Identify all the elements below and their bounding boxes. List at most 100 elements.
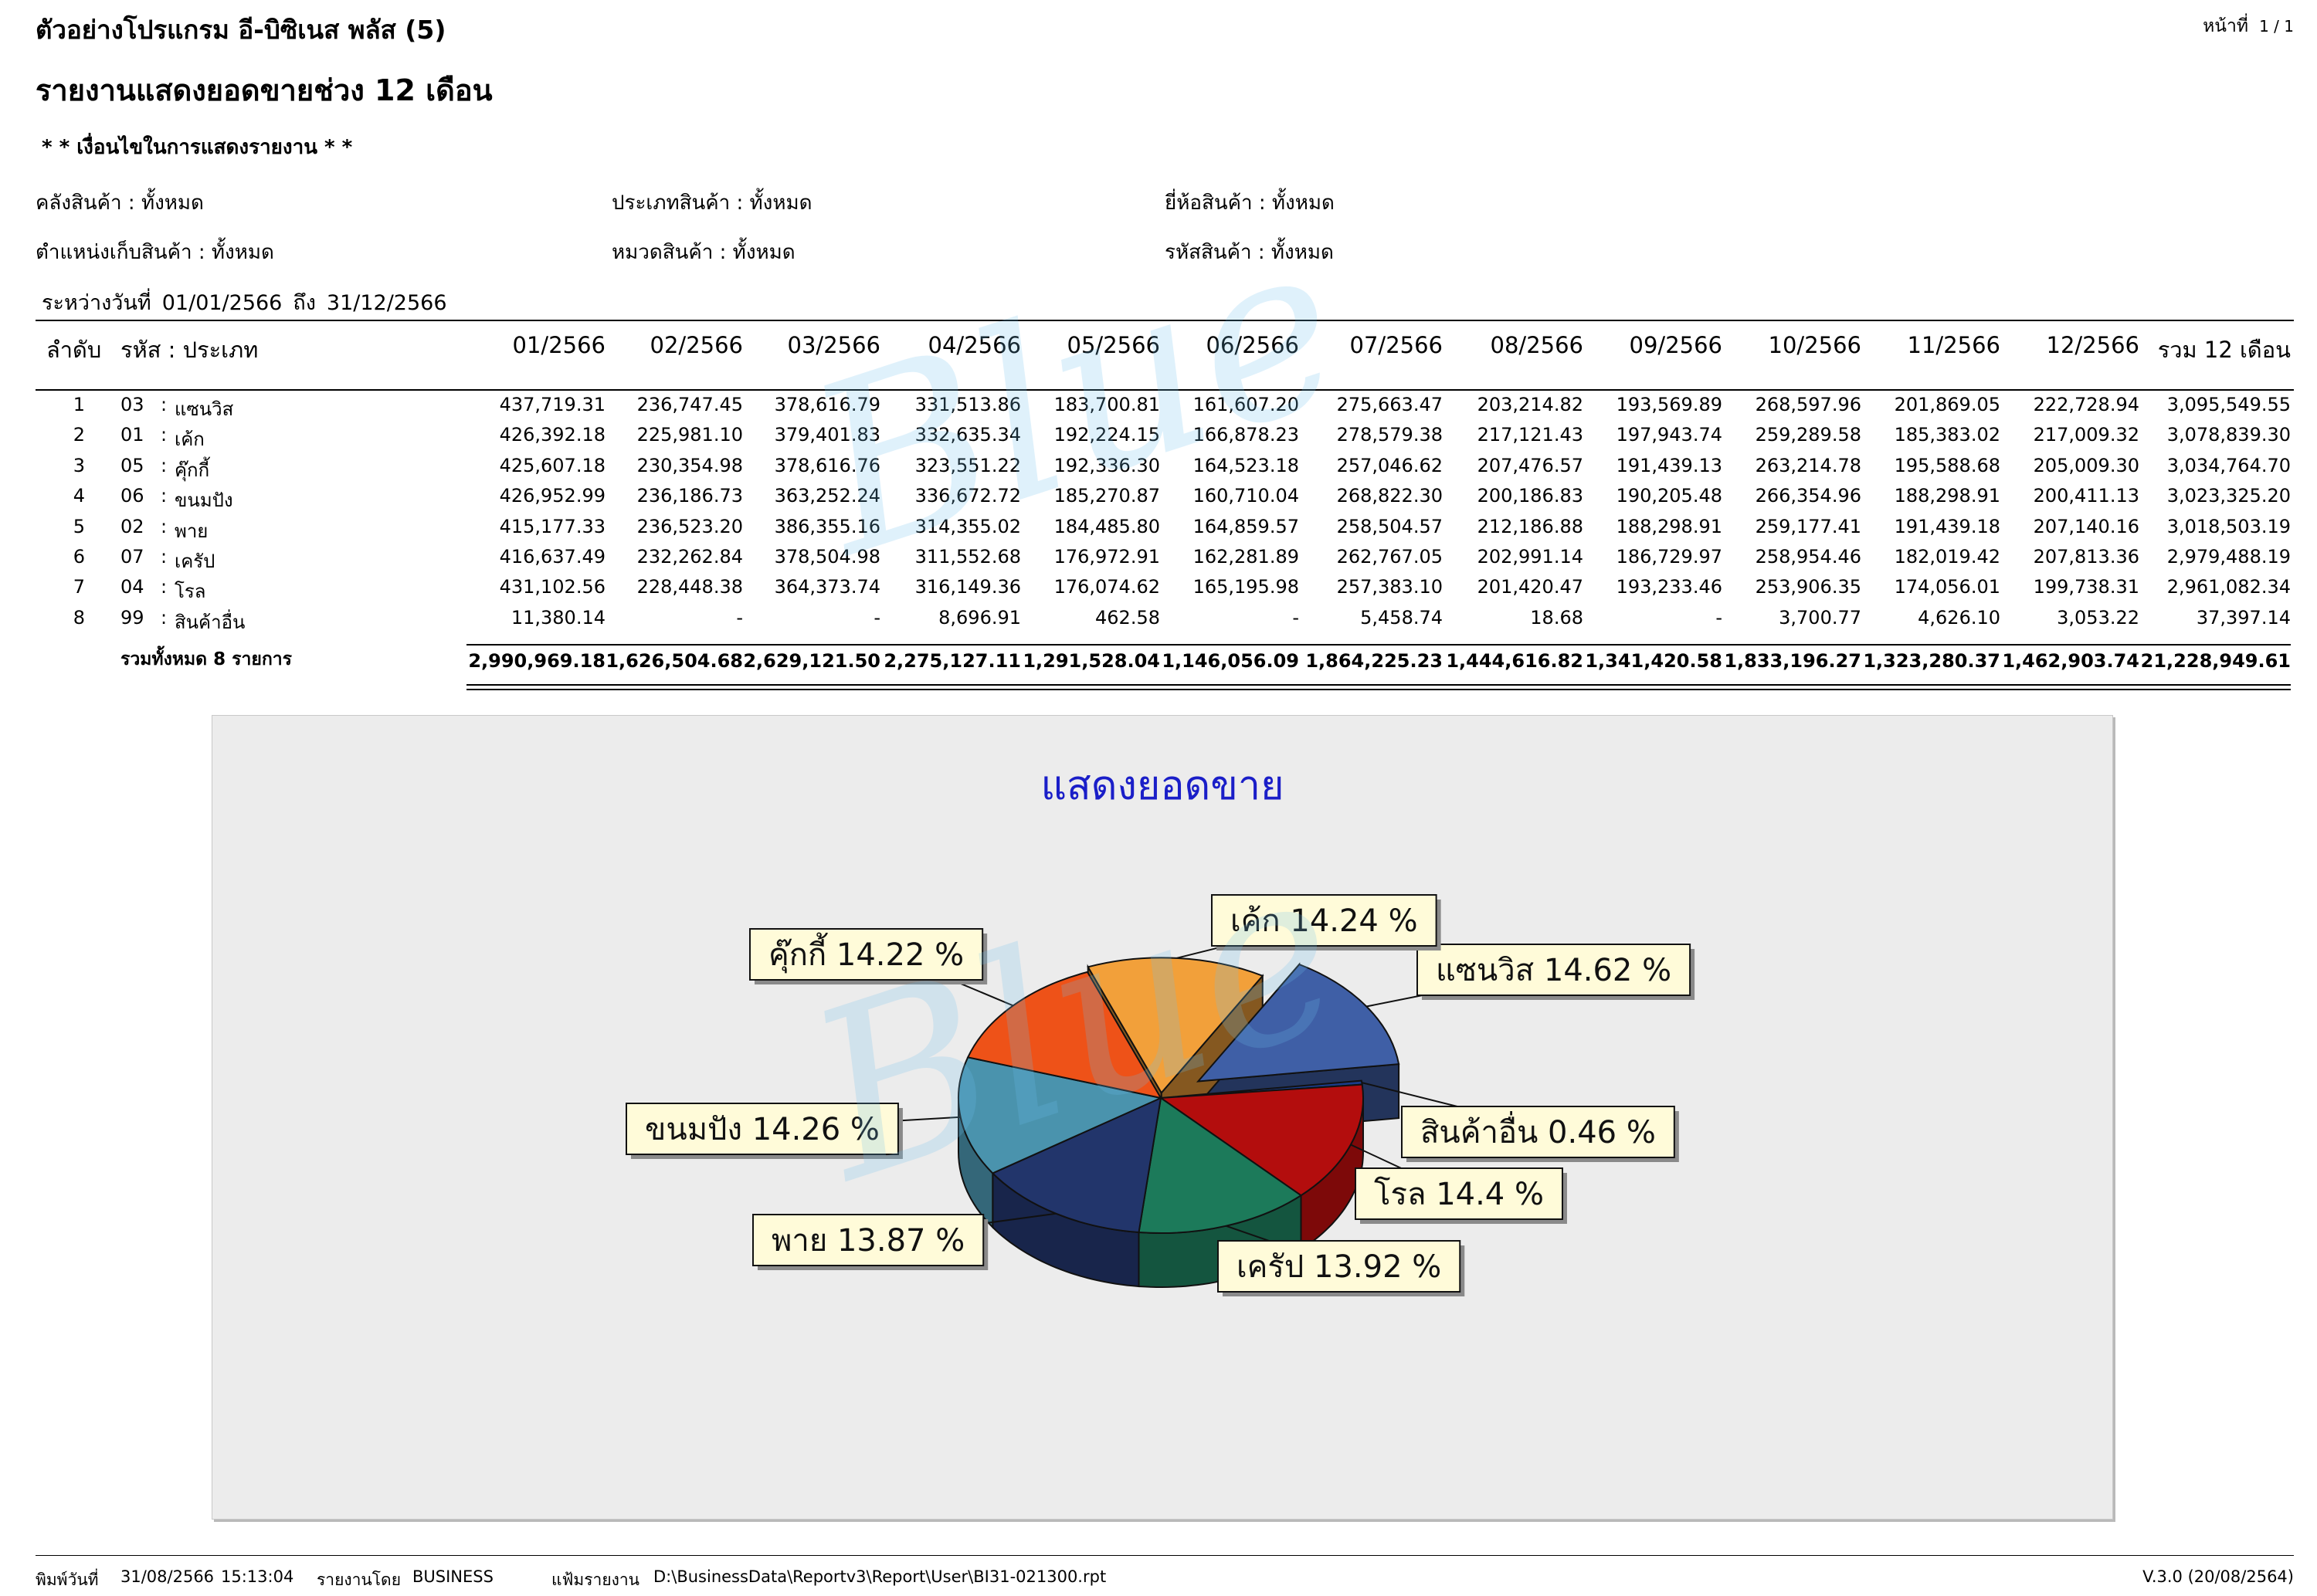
row-month-value: 431,102.56 xyxy=(499,576,606,598)
row-total: 3,078,839.30 xyxy=(2166,424,2291,446)
row-name: โรล xyxy=(175,581,206,603)
filter-brand: ยี่ห้อสินค้า : ทั้งหมด xyxy=(1165,191,1335,215)
row-month-value: 166,878.23 xyxy=(1192,424,1299,446)
filter-location: ตำแหน่งเก็บสินค้า : ทั้งหมด xyxy=(36,241,274,264)
row-number: 8 xyxy=(73,606,85,629)
row-month-value: 183,700.81 xyxy=(1053,394,1160,415)
row-code: 03 xyxy=(120,394,144,415)
row-month-value: 378,616.79 xyxy=(774,394,880,415)
row-month-value: 207,813.36 xyxy=(2033,546,2139,568)
date-from: 01/01/2566 xyxy=(161,291,283,315)
row-month-value: 190,205.48 xyxy=(1616,485,1722,507)
row-month-value: 207,140.16 xyxy=(2033,515,2139,537)
row-separator: : xyxy=(161,394,168,415)
pie-slice xyxy=(958,1056,1164,1174)
row-number: 6 xyxy=(73,546,85,568)
row-month-value: 182,019.42 xyxy=(1894,546,2000,568)
total-month-value: 1,146,056.09 xyxy=(1162,650,1299,672)
column-header-month: 08/2566 xyxy=(1490,332,1583,358)
pie-label-box xyxy=(749,928,984,981)
column-header-month: 10/2566 xyxy=(1768,332,1861,358)
row-total: 2,979,488.19 xyxy=(2166,546,2291,568)
row-month-value: 232,262.84 xyxy=(636,546,743,568)
row-total: 37,397.14 xyxy=(2196,606,2291,629)
total-month-value: 1,444,616.82 xyxy=(1446,650,1583,672)
column-header-month: 01/2566 xyxy=(512,332,606,358)
conditions-heading: * * เงื่อนไขในการแสดงรายงาน * * xyxy=(42,136,353,159)
row-month-value: 160,710.04 xyxy=(1192,485,1299,507)
row-name: คุ๊กกี้ xyxy=(175,459,210,481)
row-separator: : xyxy=(161,485,168,507)
row-month-value: 176,074.62 xyxy=(1053,576,1160,598)
pie-slice-label: เค้ก 14.24 % xyxy=(1230,903,1418,939)
date-range-label: ระหว่างวันที่ xyxy=(42,291,151,315)
row-month-value: 332,635.34 xyxy=(914,424,1021,446)
pie-slice-label: พาย 13.87 % xyxy=(772,1223,965,1259)
total-month-value: 1,341,420.58 xyxy=(1585,650,1722,672)
row-month-value: 253,906.35 xyxy=(1755,576,1861,598)
row-month-value: 4,626.10 xyxy=(1918,606,2000,629)
row-month-value: 193,233.46 xyxy=(1616,576,1722,598)
column-header-month: 05/2566 xyxy=(1067,332,1160,358)
chart-title: แสดงยอดขาย xyxy=(1040,763,1284,809)
row-code: 07 xyxy=(120,546,144,568)
row-month-value: 266,354.96 xyxy=(1755,485,1861,507)
pie-label-box xyxy=(1355,1167,1563,1220)
row-month-value: 217,121.43 xyxy=(1477,424,1583,446)
row-month-value: 236,523.20 xyxy=(636,515,743,537)
row-month-value: 203,214.82 xyxy=(1477,394,1583,415)
row-month-value: 222,728.94 xyxy=(2033,394,2139,415)
row-month-value: 217,009.32 xyxy=(2033,424,2139,446)
row-name: สินค้าอื่น xyxy=(175,611,246,633)
row-month-value: 11,380.14 xyxy=(511,606,606,629)
column-header-code: รหัส : ประเภท xyxy=(120,337,259,363)
pie-chart: แซนวิส 14.62 % สินค้าอื่น 0.46 % โรล 14.4 … xyxy=(626,894,1695,1296)
row-name: ขนมปัง xyxy=(175,490,233,512)
row-month-value: 379,401.83 xyxy=(774,424,880,446)
filter-product-code: รหัสสินค้า : ทั้งหมด xyxy=(1165,241,1334,264)
table-top-rule xyxy=(36,320,2294,321)
row-month-value: 263,214.78 xyxy=(1755,454,1861,476)
print-time: 15:13:04 xyxy=(221,1567,294,1586)
row-month-value: 426,392.18 xyxy=(499,424,606,446)
version: V.3.0 (20/08/2564) xyxy=(2142,1567,2294,1586)
footer-rule xyxy=(36,1555,2294,1556)
pie-label-box xyxy=(1217,1240,1461,1293)
row-month-value: 202,991.14 xyxy=(1477,546,1583,568)
pie-slice-label: ขนมปัง 14.26 % xyxy=(645,1112,880,1147)
row-month-value: 164,523.18 xyxy=(1192,454,1299,476)
row-month-value: 437,719.31 xyxy=(499,394,606,415)
row-month-value: 201,420.47 xyxy=(1477,576,1583,598)
pie-label-box xyxy=(1416,944,1691,996)
row-month-value: 236,186.73 xyxy=(636,485,743,507)
total-month-value: 1,833,196.27 xyxy=(1724,650,1861,672)
total-month-value: 1,291,528.04 xyxy=(1023,650,1160,672)
row-month-value: 228,448.38 xyxy=(636,576,743,598)
row-month-value: 275,663.47 xyxy=(1336,394,1443,415)
row-month-value: 336,672.72 xyxy=(914,485,1021,507)
row-month-value: 205,009.30 xyxy=(2033,454,2139,476)
row-code: 04 xyxy=(120,576,144,598)
report-file-label: แฟ้มรายงาน xyxy=(551,1571,640,1589)
row-total: 3,034,764.70 xyxy=(2166,454,2291,476)
print-date-label: พิมพ์วันที่ xyxy=(36,1571,99,1589)
pie-slice-label: แซนวิส 14.62 % xyxy=(1436,953,1671,988)
row-month-value: 268,597.96 xyxy=(1755,394,1861,415)
row-month-value: 188,298.91 xyxy=(1616,515,1722,537)
row-code: 06 xyxy=(120,485,144,507)
company-name: ตัวอย่างโปรแกรม อี-บิซิเนส พลัส (5) xyxy=(36,15,446,45)
row-month-value: 363,252.24 xyxy=(774,485,880,507)
total-month-value: 2,275,127.11 xyxy=(884,650,1021,672)
row-name: เค้ก xyxy=(175,429,205,451)
row-total: 3,018,503.19 xyxy=(2166,515,2291,537)
column-header-month: 11/2566 xyxy=(1907,332,2000,358)
total-month-value: 1,864,225.23 xyxy=(1305,650,1443,672)
row-name: พาย xyxy=(175,520,209,542)
row-month-value: 8,696.91 xyxy=(938,606,1021,629)
row-month-value: 199,738.31 xyxy=(2033,576,2139,598)
row-month-value: 174,056.01 xyxy=(1894,576,2000,598)
column-header-month: 07/2566 xyxy=(1349,332,1443,358)
reported-by: BUSINESS xyxy=(412,1567,494,1586)
table-header-rule xyxy=(36,389,2294,391)
row-month-value: 230,354.98 xyxy=(636,454,743,476)
